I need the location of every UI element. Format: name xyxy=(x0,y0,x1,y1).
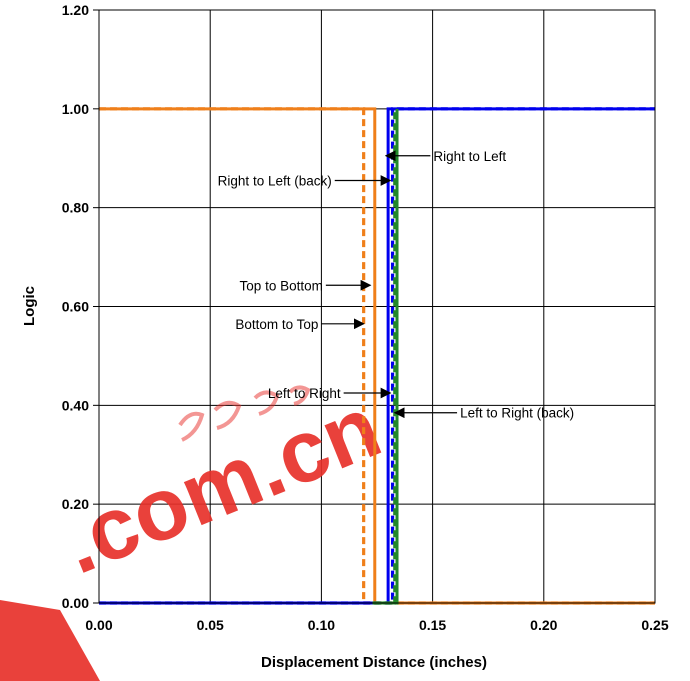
y-tick-label: 0.60 xyxy=(62,299,89,315)
x-tick-label: 0.00 xyxy=(85,617,112,633)
x-tick-label: 0.05 xyxy=(197,617,224,633)
annotation-label: Bottom to Top xyxy=(235,317,318,332)
y-tick-label: 0.80 xyxy=(62,200,89,216)
x-tick-label: 0.10 xyxy=(308,617,335,633)
x-axis-title: Displacement Distance (inches) xyxy=(261,654,487,671)
x-tick-label: 0.25 xyxy=(641,617,668,633)
axis-ticks: 0.00 0.05 0.10 0.15 0.20 0.25 0.00 0.20 0.40 0.60… xyxy=(62,2,669,633)
y-tick-label: 0.20 xyxy=(62,496,89,512)
annotation-label: Left to Right (back) xyxy=(460,406,574,421)
annotation-label: Top to Bottom xyxy=(240,278,323,293)
annotation-label: Right to Left xyxy=(433,149,506,164)
y-tick-label: 1.00 xyxy=(62,101,89,117)
annotation-label: Left to Right xyxy=(268,386,341,401)
y-tick-label: 0.40 xyxy=(62,397,89,413)
annotation-label: Right to Left (back) xyxy=(218,173,332,188)
y-tick-label: 1.20 xyxy=(62,2,89,18)
x-tick-label: 0.20 xyxy=(530,617,557,633)
y-axis-title: Logic xyxy=(21,286,38,326)
annotations: Right to Left Right to Left (back) Top to … xyxy=(218,149,574,421)
x-tick-label: 0.15 xyxy=(419,617,446,633)
y-tick-label: 0.00 xyxy=(62,595,89,611)
